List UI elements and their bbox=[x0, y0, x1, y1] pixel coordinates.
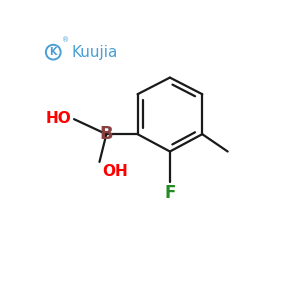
Text: F: F bbox=[164, 184, 176, 202]
Text: ®: ® bbox=[62, 38, 69, 44]
Text: HO: HO bbox=[46, 110, 72, 125]
Text: B: B bbox=[100, 125, 113, 143]
Text: OH: OH bbox=[102, 164, 128, 179]
Text: K: K bbox=[50, 47, 57, 57]
Text: Kuujia: Kuujia bbox=[72, 45, 118, 60]
